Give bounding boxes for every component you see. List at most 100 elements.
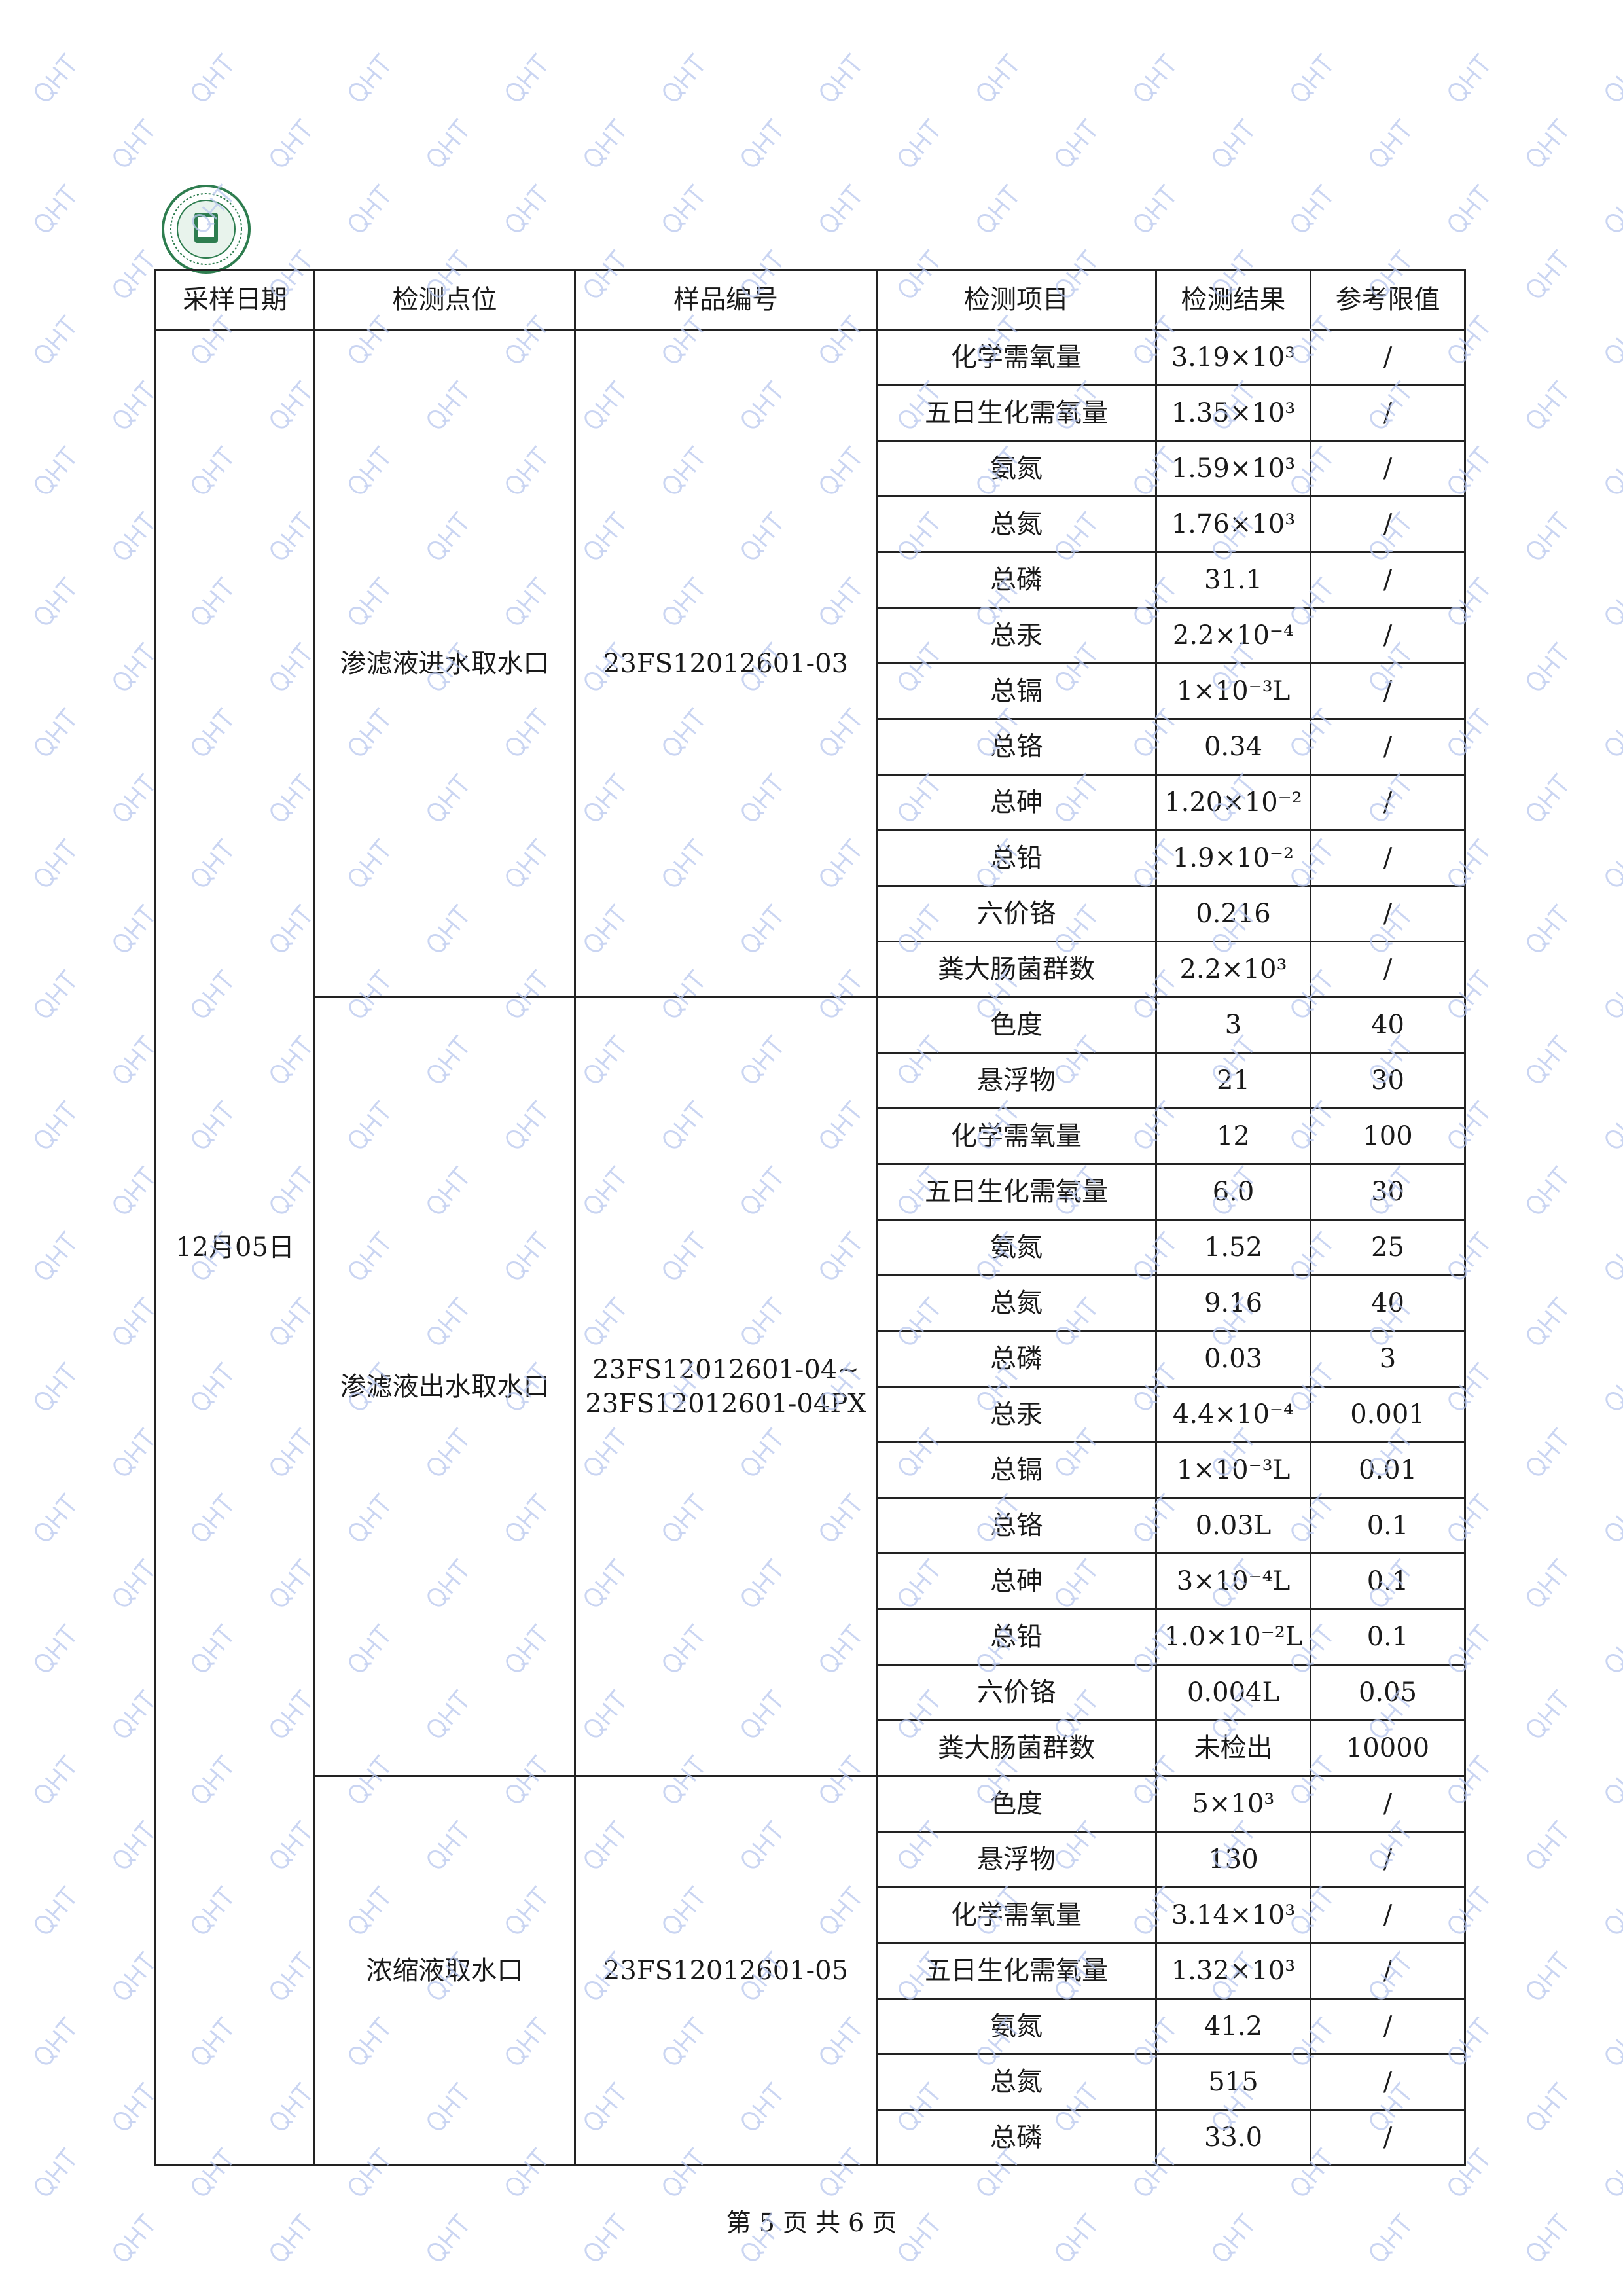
test-result: 21 <box>1155 1052 1311 1109</box>
watermark-mark <box>1527 2081 1567 2130</box>
watermark-mark <box>1605 857 1623 887</box>
reference-limit: 0.1 <box>1310 1497 1466 1554</box>
test-item: 总铅 <box>876 829 1157 887</box>
reference-limit: / <box>1310 495 1466 553</box>
watermark-mark <box>35 969 75 1018</box>
test-result: 41.2 <box>1155 1998 1311 2055</box>
watermark-mark <box>1370 118 1410 167</box>
test-item: 粪大肠菌群数 <box>876 941 1157 998</box>
reference-limit: 0.1 <box>1310 1608 1466 1666</box>
watermark-mark <box>113 2081 154 2130</box>
watermark-mark <box>35 183 75 232</box>
test-item: 总镉 <box>876 1441 1157 1499</box>
watermark-mark <box>1605 988 1623 1018</box>
test-result: 1×10⁻³L <box>1155 1441 1311 1499</box>
reference-limit: 40 <box>1310 1274 1466 1332</box>
watermark-mark <box>663 52 704 101</box>
table-row: 粪大肠菌群数 2.2×10³ / <box>156 941 1466 998</box>
watermark-mark <box>741 118 782 167</box>
test-item: 总砷 <box>876 774 1157 831</box>
watermark-mark <box>1527 1820 1567 1869</box>
watermark-mark <box>35 52 75 101</box>
reference-limit: / <box>1310 2109 1466 2166</box>
watermark-mark <box>1605 203 1623 232</box>
test-item: 化学需氧量 <box>876 329 1157 386</box>
sample-id: 23FS12012601-05 <box>574 1775 878 2166</box>
watermark-mark <box>584 118 625 167</box>
reference-limit: / <box>1310 440 1466 497</box>
test-item: 总铬 <box>876 718 1157 776</box>
test-item: 氨氮 <box>876 440 1157 497</box>
reference-limit: 30 <box>1310 1052 1466 1109</box>
table-row: 氨氮 1.59×10³ / <box>156 440 1466 497</box>
table-row: 12月05日 渗滤液进水取水口 23FS12012601-03 化学需氧量 3.19×1… <box>154 329 1466 2166</box>
reference-limit: / <box>1310 1886 1466 1944</box>
watermark-mark <box>1134 183 1175 232</box>
watermark-mark <box>1605 1381 1623 1410</box>
watermark-mark <box>1527 511 1567 560</box>
watermark-mark <box>1527 1558 1567 1607</box>
test-result: 0.03L <box>1155 1497 1311 1554</box>
sampling-date: 12月05日 <box>154 329 315 2166</box>
test-item: 六价铬 <box>876 1664 1157 1721</box>
watermark-mark <box>506 52 546 101</box>
watermark-mark <box>35 1885 75 1934</box>
test-result: 3.19×10³ <box>1155 329 1311 386</box>
reference-limit: / <box>1310 1831 1466 1888</box>
test-result: 9.16 <box>1155 1274 1311 1332</box>
test-item: 总汞 <box>876 607 1157 664</box>
test-item: 化学需氧量 <box>876 1886 1157 1944</box>
test-item: 总氮 <box>876 2053 1157 2111</box>
test-result: 2.2×10⁻⁴ <box>1155 607 1311 664</box>
reference-limit: / <box>1310 1775 1466 1833</box>
reference-limit: / <box>1310 829 1466 887</box>
test-item: 粪大肠菌群数 <box>876 1719 1157 1777</box>
watermark-mark <box>1134 52 1175 101</box>
test-result: 1.52 <box>1155 1219 1311 1276</box>
reference-limit: 30 <box>1310 1163 1466 1221</box>
watermark-mark <box>1605 465 1623 494</box>
table-row: 悬浮物 130/ <box>156 1831 1466 1888</box>
watermark-mark <box>35 2016 75 2065</box>
sample-id: 23FS12012601-03 <box>574 329 878 998</box>
reference-limit: 25 <box>1310 1219 1466 1276</box>
watermark-mark <box>1527 641 1567 691</box>
watermark-mark <box>1291 52 1332 101</box>
watermark-mark <box>35 445 75 494</box>
watermark-mark <box>113 772 154 821</box>
column-header: 参考限值 <box>1310 269 1466 331</box>
watermark-mark <box>270 118 311 167</box>
watermark-mark <box>113 1165 154 1214</box>
reference-limit: 0.001 <box>1310 1386 1466 1443</box>
test-result: 1.35×10³ <box>1155 384 1311 442</box>
watermark-mark <box>35 1492 75 1541</box>
watermark-mark <box>1527 1165 1567 1214</box>
watermark-mark <box>1527 903 1567 952</box>
watermark-mark <box>1605 1643 1623 1672</box>
reference-limit: 0.01 <box>1310 1441 1466 1499</box>
test-result: 3×10⁻⁴L <box>1155 1552 1311 1610</box>
test-item: 五日生化需氧量 <box>876 384 1157 442</box>
test-result: 33.0 <box>1155 2109 1311 2166</box>
reference-limit: 40 <box>1310 996 1466 1054</box>
table-row: 浓缩液取水口 23FS12012601-05 色度 5×10³ / <box>156 1775 1466 2166</box>
test-result: 1.32×10³ <box>1155 1942 1311 2000</box>
test-result: 1×10⁻³L <box>1155 662 1311 720</box>
table-row: 渗滤液出水取水口 23FS12012601-04~ 23FS12012601-04… <box>156 996 1466 1777</box>
watermark-mark <box>1527 772 1567 821</box>
reference-limit: 3 <box>1310 1330 1466 1388</box>
watermark-mark <box>1605 334 1623 363</box>
test-result: 1.20×10⁻² <box>1155 774 1311 831</box>
test-item: 氨氮 <box>876 1219 1157 1276</box>
test-item: 总氮 <box>876 495 1157 553</box>
test-result: 6.0 <box>1155 1163 1311 1221</box>
watermark-mark <box>113 380 154 429</box>
column-header: 检测结果 <box>1155 269 1311 331</box>
watermark-mark <box>1605 1512 1623 1541</box>
watermark-mark <box>35 1361 75 1410</box>
test-result: 0.03 <box>1155 1330 1311 1388</box>
table-row: 氨氮 41.2/ <box>156 1998 1466 2055</box>
sampling-location: 渗滤液出水取水口 <box>313 996 576 1777</box>
test-result: 12 <box>1155 1107 1311 1165</box>
watermark-mark <box>35 1754 75 1803</box>
